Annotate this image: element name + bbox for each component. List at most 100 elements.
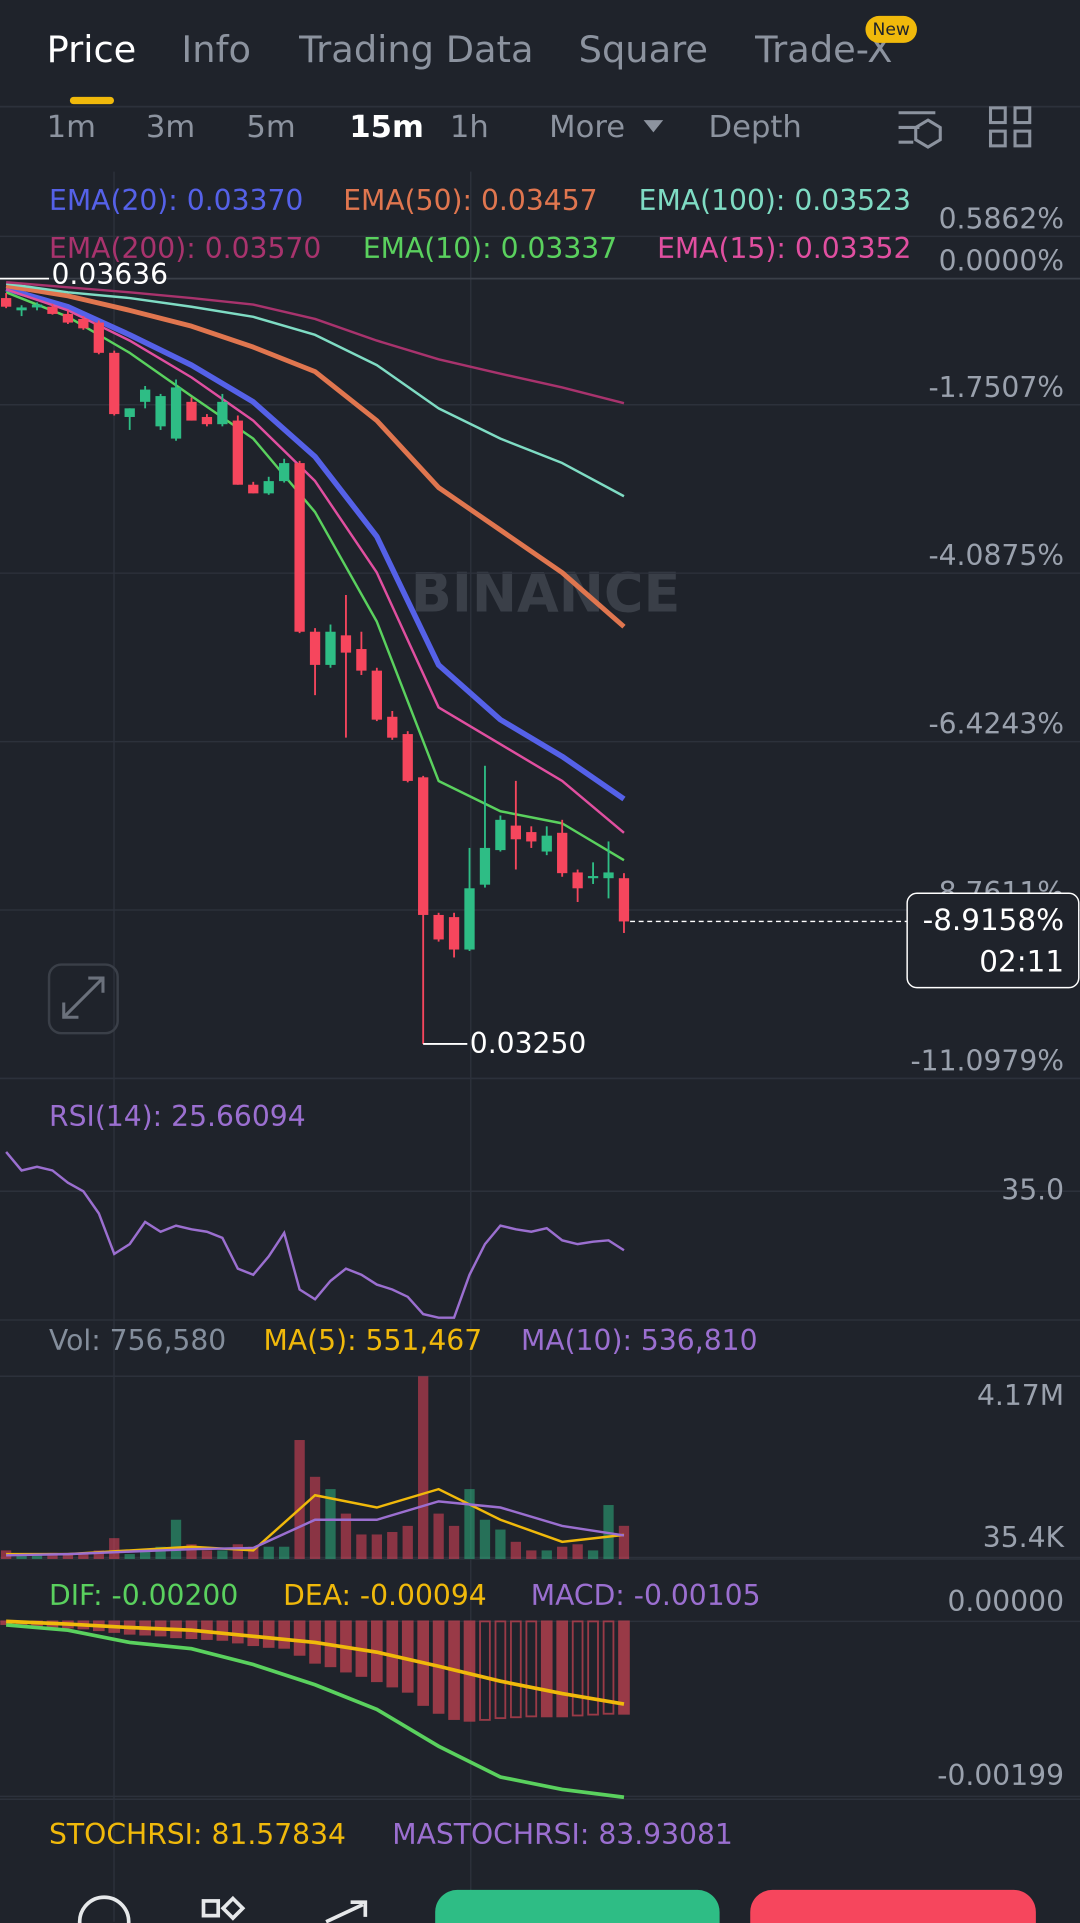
volume-bar [495, 1529, 506, 1559]
legend-entry: RSI(14): 25.66094 [49, 1100, 306, 1133]
legend-entry: EMA(10): 0.03337 [363, 232, 617, 265]
legend-entry: EMA(100): 0.03523 [639, 184, 911, 217]
candle-body [464, 888, 475, 950]
candle-body [78, 318, 89, 329]
legend-entry: EMA(15): 0.03352 [657, 232, 911, 265]
interval[interactable]: More [549, 110, 625, 145]
sell-button[interactable] [750, 1889, 1036, 1923]
volume-bar [309, 1476, 321, 1559]
chart-layer: 0.5862% 0.0000% -1.7507% -4.0875% -6.4243% -8… [0, 184, 1080, 1851]
volume-bar [402, 1525, 413, 1559]
settings-icon[interactable] [898, 111, 942, 149]
layout-icon[interactable] [988, 106, 1032, 148]
macd-bar [540, 1620, 553, 1718]
candle-body [587, 876, 599, 879]
volume-bar [47, 1552, 58, 1559]
last-price-label: -8.9158% [923, 903, 1064, 937]
legend-entry: DIF: -0.00200 [49, 1579, 238, 1612]
interval[interactable]: Depth [709, 110, 802, 145]
candle-body [541, 835, 552, 852]
expand-button[interactable] [47, 963, 119, 1035]
volume-bar [155, 1546, 166, 1559]
macd-bar [231, 1620, 244, 1644]
volume-bar [124, 1554, 135, 1559]
volume-bar [387, 1532, 398, 1559]
y-tick-label: -11.0979% [911, 1044, 1065, 1077]
tab[interactable]: Square [579, 28, 708, 71]
candle-body [279, 463, 290, 482]
y-tick-label: -0.00199 [937, 1759, 1064, 1792]
macd-bar [571, 1620, 584, 1717]
candle-body [526, 832, 537, 842]
volume-bar [448, 1525, 460, 1559]
volume-bar [201, 1550, 213, 1559]
high-label: 0.03636 [51, 258, 168, 291]
volume-bar [541, 1550, 552, 1559]
macd-bar [247, 1620, 260, 1647]
candle-body [16, 307, 27, 311]
candle-body [371, 670, 382, 720]
candle-body [217, 401, 228, 425]
legend-entry: MA(5): 551,467 [264, 1324, 483, 1357]
buy-button[interactable] [435, 1889, 720, 1923]
candle-body [448, 917, 460, 950]
legend-entry: EMA(20): 0.03370 [49, 184, 303, 217]
markets-icon-part [220, 1895, 246, 1921]
tab[interactable]: Info [181, 28, 251, 71]
volume-bar [464, 1489, 475, 1559]
interval[interactable]: 15m [349, 110, 424, 145]
volume-bar [294, 1440, 305, 1559]
legend-entry: DEA: -0.00094 [283, 1579, 487, 1612]
legend-entry: MA(10): 536,810 [521, 1324, 758, 1357]
legend-entry: MASTOCHRSI: 83.93081 [392, 1818, 733, 1851]
macd-bar [602, 1620, 615, 1715]
interval[interactable]: 5m [246, 110, 295, 145]
badge [865, 15, 917, 43]
volume-bar [186, 1544, 197, 1559]
volume-bar [62, 1554, 74, 1559]
candle-body [325, 631, 336, 665]
volume-bar [170, 1519, 182, 1559]
candle-body [418, 777, 429, 915]
macd-bar [556, 1620, 569, 1718]
ema-line [5, 283, 626, 629]
macd-line [5, 1623, 625, 1800]
ema-line [5, 282, 625, 498]
candle-body [479, 847, 491, 885]
tab[interactable]: Trading Data [298, 28, 533, 71]
dropdown-arrow [643, 120, 664, 133]
candle-body [433, 914, 444, 940]
interval[interactable]: 1h [450, 110, 489, 145]
macd-bar [587, 1620, 599, 1716]
candle-body [155, 396, 166, 427]
volume-bar [479, 1519, 491, 1559]
ema-line [5, 288, 625, 834]
interval[interactable]: 3m [146, 110, 195, 145]
volume-bar [618, 1525, 630, 1559]
markets-icon[interactable] [201, 1899, 221, 1918]
macd-line [6, 1619, 625, 1706]
low-label: 0.03250 [470, 1027, 587, 1060]
y-tick-label: -4.0875% [928, 539, 1064, 572]
share-icon[interactable] [325, 1900, 368, 1923]
y-tick-label: 35.0 [1001, 1173, 1064, 1206]
ema-line [5, 286, 626, 802]
candle-body [340, 635, 352, 653]
more-icon[interactable] [77, 1895, 131, 1923]
bottom-bar [77, 1889, 1036, 1923]
candle-body [186, 401, 197, 421]
interval[interactable]: 1m [47, 110, 96, 145]
legend-entry: MACD: -0.00105 [531, 1579, 761, 1612]
candle-body [62, 313, 74, 323]
volume-bar [557, 1546, 568, 1559]
candle-body [618, 878, 630, 922]
candle-body [294, 463, 305, 632]
candle-body [356, 649, 367, 671]
tab-indicator [69, 96, 115, 105]
candle-body [232, 420, 243, 485]
tab[interactable]: Price [47, 28, 137, 71]
candle-body [124, 408, 135, 417]
candle-body [31, 304, 43, 308]
